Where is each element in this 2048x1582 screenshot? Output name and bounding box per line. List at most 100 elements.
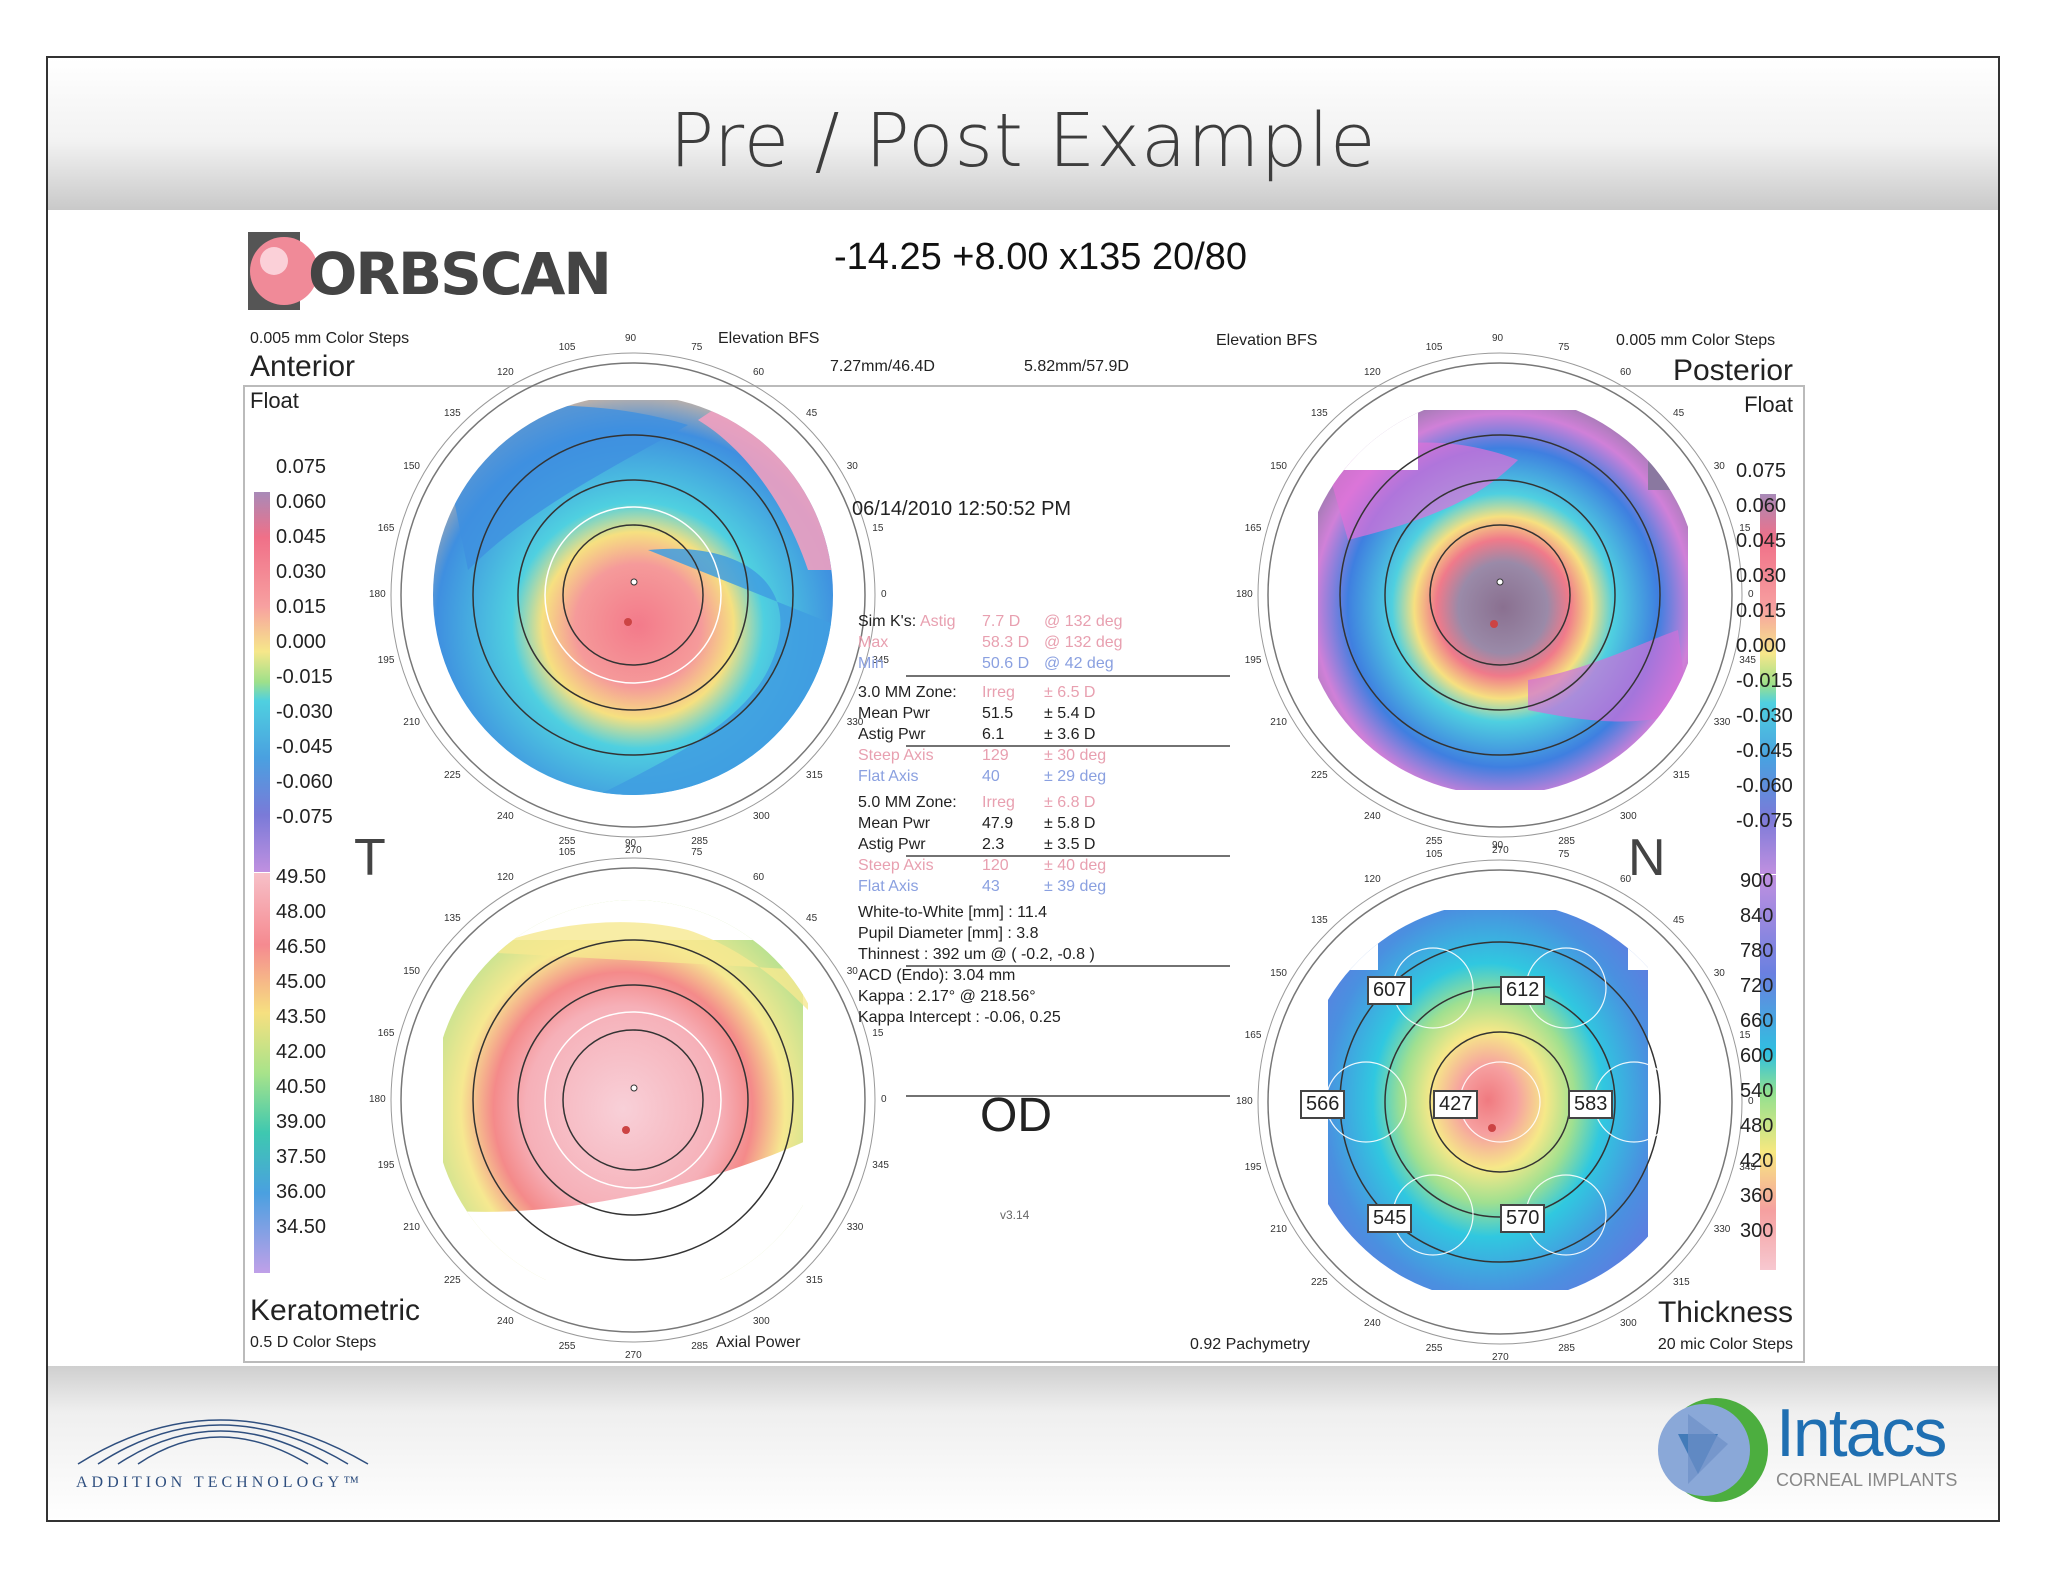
keratometric-scale-label: 42.00 [276, 1041, 327, 1063]
axis-tick-label: 150 [403, 966, 420, 977]
zone5-astig-label: Astig Pwr [858, 836, 926, 853]
axis-tick-label: 120 [497, 367, 514, 379]
elevation-scale-right-label: -0.075 [1736, 810, 1793, 832]
keratometric-scale-label: 39.00 [276, 1111, 327, 1133]
keratometric-scale-label: 43.50 [276, 1006, 327, 1028]
keratometric-map [390, 857, 876, 1343]
axis-tick-label: 330 [1713, 717, 1731, 728]
axis-tick-label: 180 [1236, 589, 1253, 600]
keratometric-type: Axial Power [716, 1334, 801, 1351]
zone5-mean-label: Mean Pwr [858, 815, 931, 832]
zone3-mean-label: Mean Pwr [858, 705, 931, 722]
axis-tick-label: 0 [881, 1094, 887, 1105]
elevation-scale-right-label: -0.015 [1736, 670, 1793, 692]
zone5-label: 5.0 MM Zone: [858, 794, 957, 811]
zone3-steep-value: 129 [982, 747, 1009, 764]
axis-tick-label: 75 [1558, 341, 1570, 353]
axis-tick-label: 300 [1620, 810, 1637, 822]
axis-tick-label: 135 [443, 912, 461, 924]
axis-tick-label: 180 [1236, 1096, 1253, 1107]
axis-tick-label: 90 [1492, 333, 1504, 344]
axis-tick-label: 60 [753, 367, 765, 379]
axis-tick-label: 15 [872, 1027, 884, 1039]
thickness-scale-label: 540 [1740, 1080, 1774, 1102]
posterior-title: Posterior [1672, 354, 1793, 387]
software-version: v3.14 [1000, 1208, 1030, 1222]
zone3-irreg-label: Irreg [982, 684, 1015, 701]
measurement-item: ACD (Endo): 3.04 mm [858, 967, 1016, 984]
axis-tick-label: 135 [1310, 407, 1328, 419]
zone3-flat-value: 40 [982, 768, 1000, 785]
keratometric-scale-label: 49.50 [276, 866, 327, 888]
thickness-title: Thickness [1657, 1296, 1793, 1329]
elevation-scale-right-label: 0.060 [1736, 495, 1787, 517]
slide: Pre / Post Example [46, 56, 2000, 1522]
elevation-scale-bar-right [1760, 494, 1776, 874]
zone5-steep-range: ± 40 deg [1044, 857, 1107, 874]
axis-tick-label: 30 [846, 966, 858, 977]
zone3-astig-value: 6.1 [982, 726, 1005, 743]
axis-tick-label: 255 [1425, 1343, 1443, 1355]
axis-tick-label: 90 [1492, 840, 1504, 851]
posterior-subtitle: Float [1744, 392, 1793, 417]
axis-tick-label: 120 [497, 872, 514, 884]
zone5-irreg-value: ± 6.8 D [1044, 794, 1096, 811]
keratometric-scale-label: 37.50 [276, 1146, 327, 1168]
thickness-scale-label: 900 [1740, 870, 1774, 892]
axis-tick-label: 150 [1270, 461, 1287, 472]
keratometric-scale-label: 40.50 [276, 1076, 327, 1098]
axis-tick-label: 210 [1270, 717, 1287, 728]
axis-tick-label: 45 [1673, 407, 1685, 419]
axis-tick-label: 240 [497, 810, 514, 822]
posterior-steps: 0.005 mm Color Steps [1616, 332, 1776, 349]
sim-k-max-axis: @ 132 deg [1044, 634, 1123, 651]
thickness-scale-bar [1760, 875, 1776, 1270]
elevation-scale-right-label: 0.075 [1736, 460, 1787, 482]
zone5-flat-value: 43 [982, 878, 1000, 895]
axis-tick-label: 15 [872, 522, 884, 534]
elevation-scale-left-label: -0.030 [276, 701, 333, 723]
addition-technology-logo-text: ADDITION TECHNOLOGY™ [76, 1474, 363, 1491]
elevation-scale-left-label: 0.015 [276, 596, 327, 618]
thickness-value-lower-left: 545 [1367, 1204, 1413, 1233]
measurement-item: Kappa Intercept : -0.06, 0.25 [858, 1009, 1061, 1026]
intacs-sub-text: CORNEAL IMPLANTS [1776, 1470, 1958, 1490]
zone3-astig-range: ± 3.6 D [1044, 726, 1096, 743]
elevation-scale-left-label: 0.075 [276, 456, 327, 478]
measurement-item: Pupil Diameter [mm] : 3.8 [858, 925, 1039, 942]
thickness-steps: 20 mic Color Steps [1657, 1336, 1793, 1353]
slide-header: Pre / Post Example [48, 58, 1998, 210]
axis-tick-label: 165 [1244, 1029, 1262, 1041]
axis-tick-label: 345 [872, 655, 889, 667]
sim-k-astig-value: 7.7 D [982, 613, 1021, 630]
elevation-scale-left-label: -0.015 [276, 666, 333, 688]
zone3-astig-label: Astig Pwr [858, 726, 926, 743]
axis-tick-label: 30 [1713, 968, 1725, 979]
elevation-scale-left-label: 0.045 [276, 526, 327, 548]
axis-tick-label: 120 [1364, 874, 1381, 886]
posterior-map [1257, 352, 1743, 838]
axis-tick-label: 120 [1364, 367, 1381, 379]
zone5-flat-range: ± 39 deg [1044, 878, 1107, 895]
axis-tick-label: 315 [1673, 770, 1690, 782]
axis-tick-label: 315 [1673, 1277, 1690, 1289]
measurement-item: Kappa : 2.17° @ 218.56° [858, 988, 1036, 1005]
axis-tick-label: 0 [881, 589, 887, 600]
axis-tick-label: 225 [1310, 770, 1328, 782]
thickness-scale-label: 360 [1740, 1185, 1774, 1207]
axis-tick-label: 225 [443, 1275, 461, 1287]
orbscan-logo-text: ORBSCAN [308, 240, 612, 308]
zone5-mean-range: ± 5.8 D [1044, 815, 1096, 832]
measurement-item: White-to-White [mm] : 11.4 [858, 904, 1048, 921]
temporal-letter: T [354, 829, 386, 887]
axis-tick-label: 330 [846, 1222, 864, 1233]
sim-k-min-value: 50.6 D [982, 655, 1030, 672]
axis-tick-label: 195 [377, 655, 395, 667]
sim-k-max-value: 58.3 D [982, 634, 1030, 651]
zone5-astig-range: ± 3.5 D [1044, 836, 1096, 853]
axis-tick-label: 135 [443, 407, 461, 419]
elevation-scale-right-label: 0.015 [1736, 600, 1787, 622]
thickness-value-center: 427 [1433, 1090, 1479, 1119]
zone5-flat-label: Flat Axis [858, 878, 919, 895]
thickness-scale-label: 600 [1740, 1045, 1774, 1067]
